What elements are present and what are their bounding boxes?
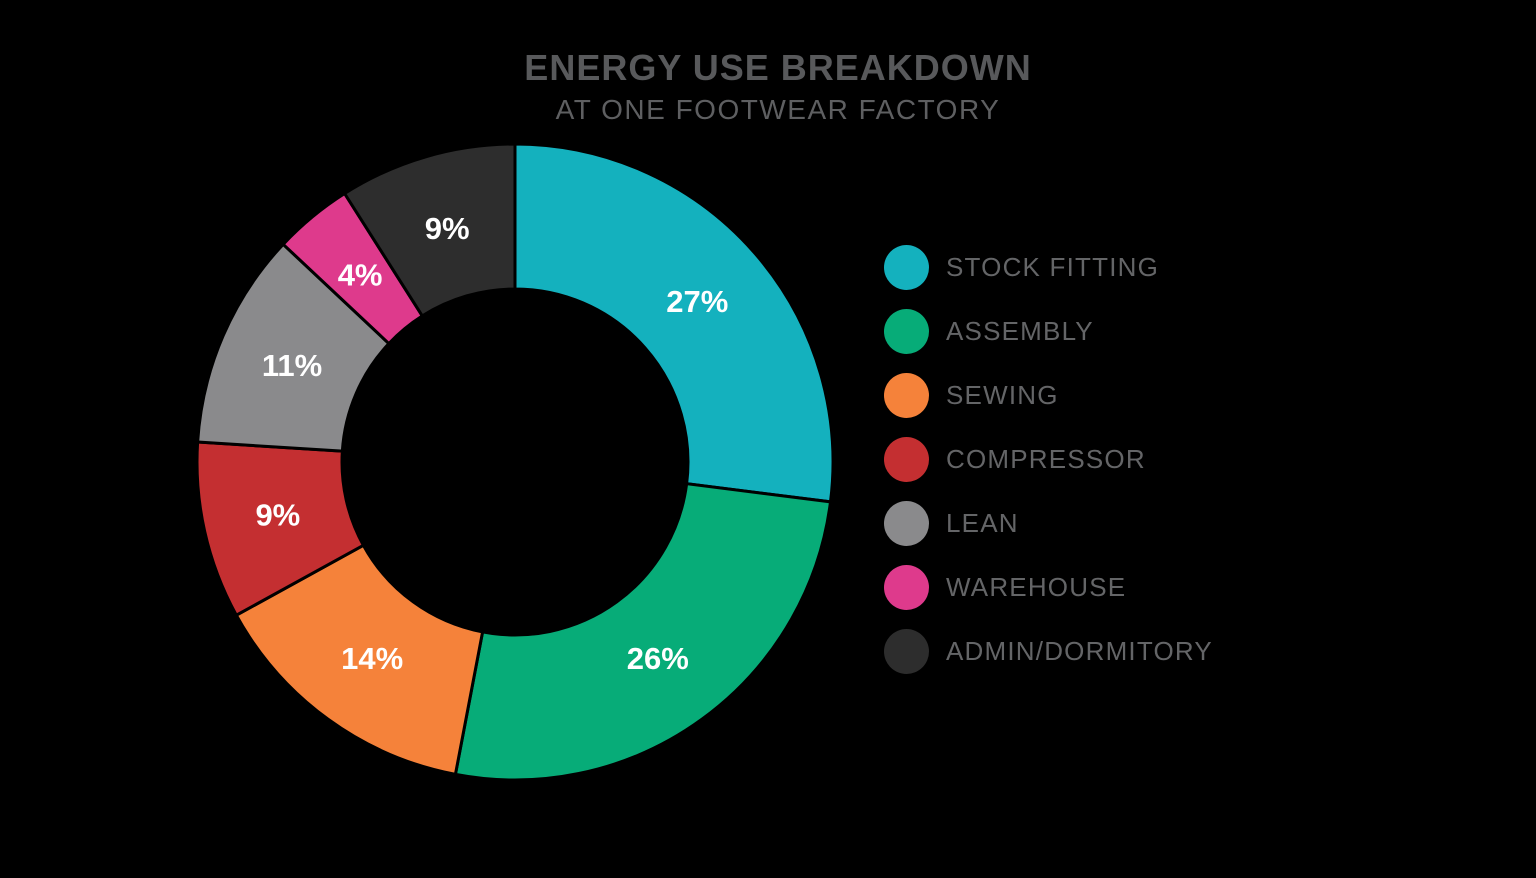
donut-segment (453, 482, 833, 782)
segment-percent-label: 14% (341, 641, 403, 676)
legend-item-label: COMPRESSOR (946, 444, 1146, 474)
chart-subtitle: AT ONE FOOTWEAR FACTORY (555, 94, 1001, 125)
legend-item-label: WAREHOUSE (946, 572, 1127, 602)
title-block: ENERGY USE BREAKDOWN AT ONE FOOTWEAR FAC… (524, 50, 1031, 124)
legend-item: ASSEMBLY (884, 309, 1213, 354)
legend-swatch-circle (884, 501, 929, 546)
legend-item-label: STOCK FITTING (946, 252, 1160, 282)
donut-segment (513, 142, 835, 504)
segment-percent-label: 11% (262, 348, 322, 383)
donut-segment (342, 142, 517, 319)
segment-percent-label: 9% (425, 211, 470, 246)
segment-percent-label: 4% (338, 257, 383, 292)
legend-item: SEWING (884, 373, 1213, 418)
segment-percent-label: 27% (666, 284, 728, 319)
legend-item: STOCK FITTING (884, 245, 1213, 290)
legend-swatch-circle (884, 245, 929, 290)
donut-segment (234, 543, 485, 777)
legend-item: WAREHOUSE (884, 565, 1213, 610)
chart-title: ENERGY USE BREAKDOWN (524, 47, 1032, 88)
legend-item: ADMIN/DORMITORY (884, 629, 1213, 674)
legend-item-label: SEWING (946, 380, 1059, 410)
legend: STOCK FITTING ASSEMBLY SEWING COMPRESSOR… (884, 245, 1213, 693)
legend-item: COMPRESSOR (884, 437, 1213, 482)
legend-swatch-circle (884, 629, 929, 674)
legend-item-label: LEAN (946, 508, 1019, 538)
legend-swatch-circle (884, 565, 929, 610)
legend-swatch-circle (884, 437, 929, 482)
legend-swatch-circle (884, 309, 929, 354)
legend-item: LEAN (884, 501, 1213, 546)
segment-percent-label: 9% (255, 498, 300, 533)
legend-item-label: ADMIN/DORMITORY (946, 636, 1213, 666)
segment-percent-label: 26% (627, 641, 689, 676)
legend-item-label: ASSEMBLY (946, 316, 1094, 346)
legend-swatch-circle (884, 373, 929, 418)
